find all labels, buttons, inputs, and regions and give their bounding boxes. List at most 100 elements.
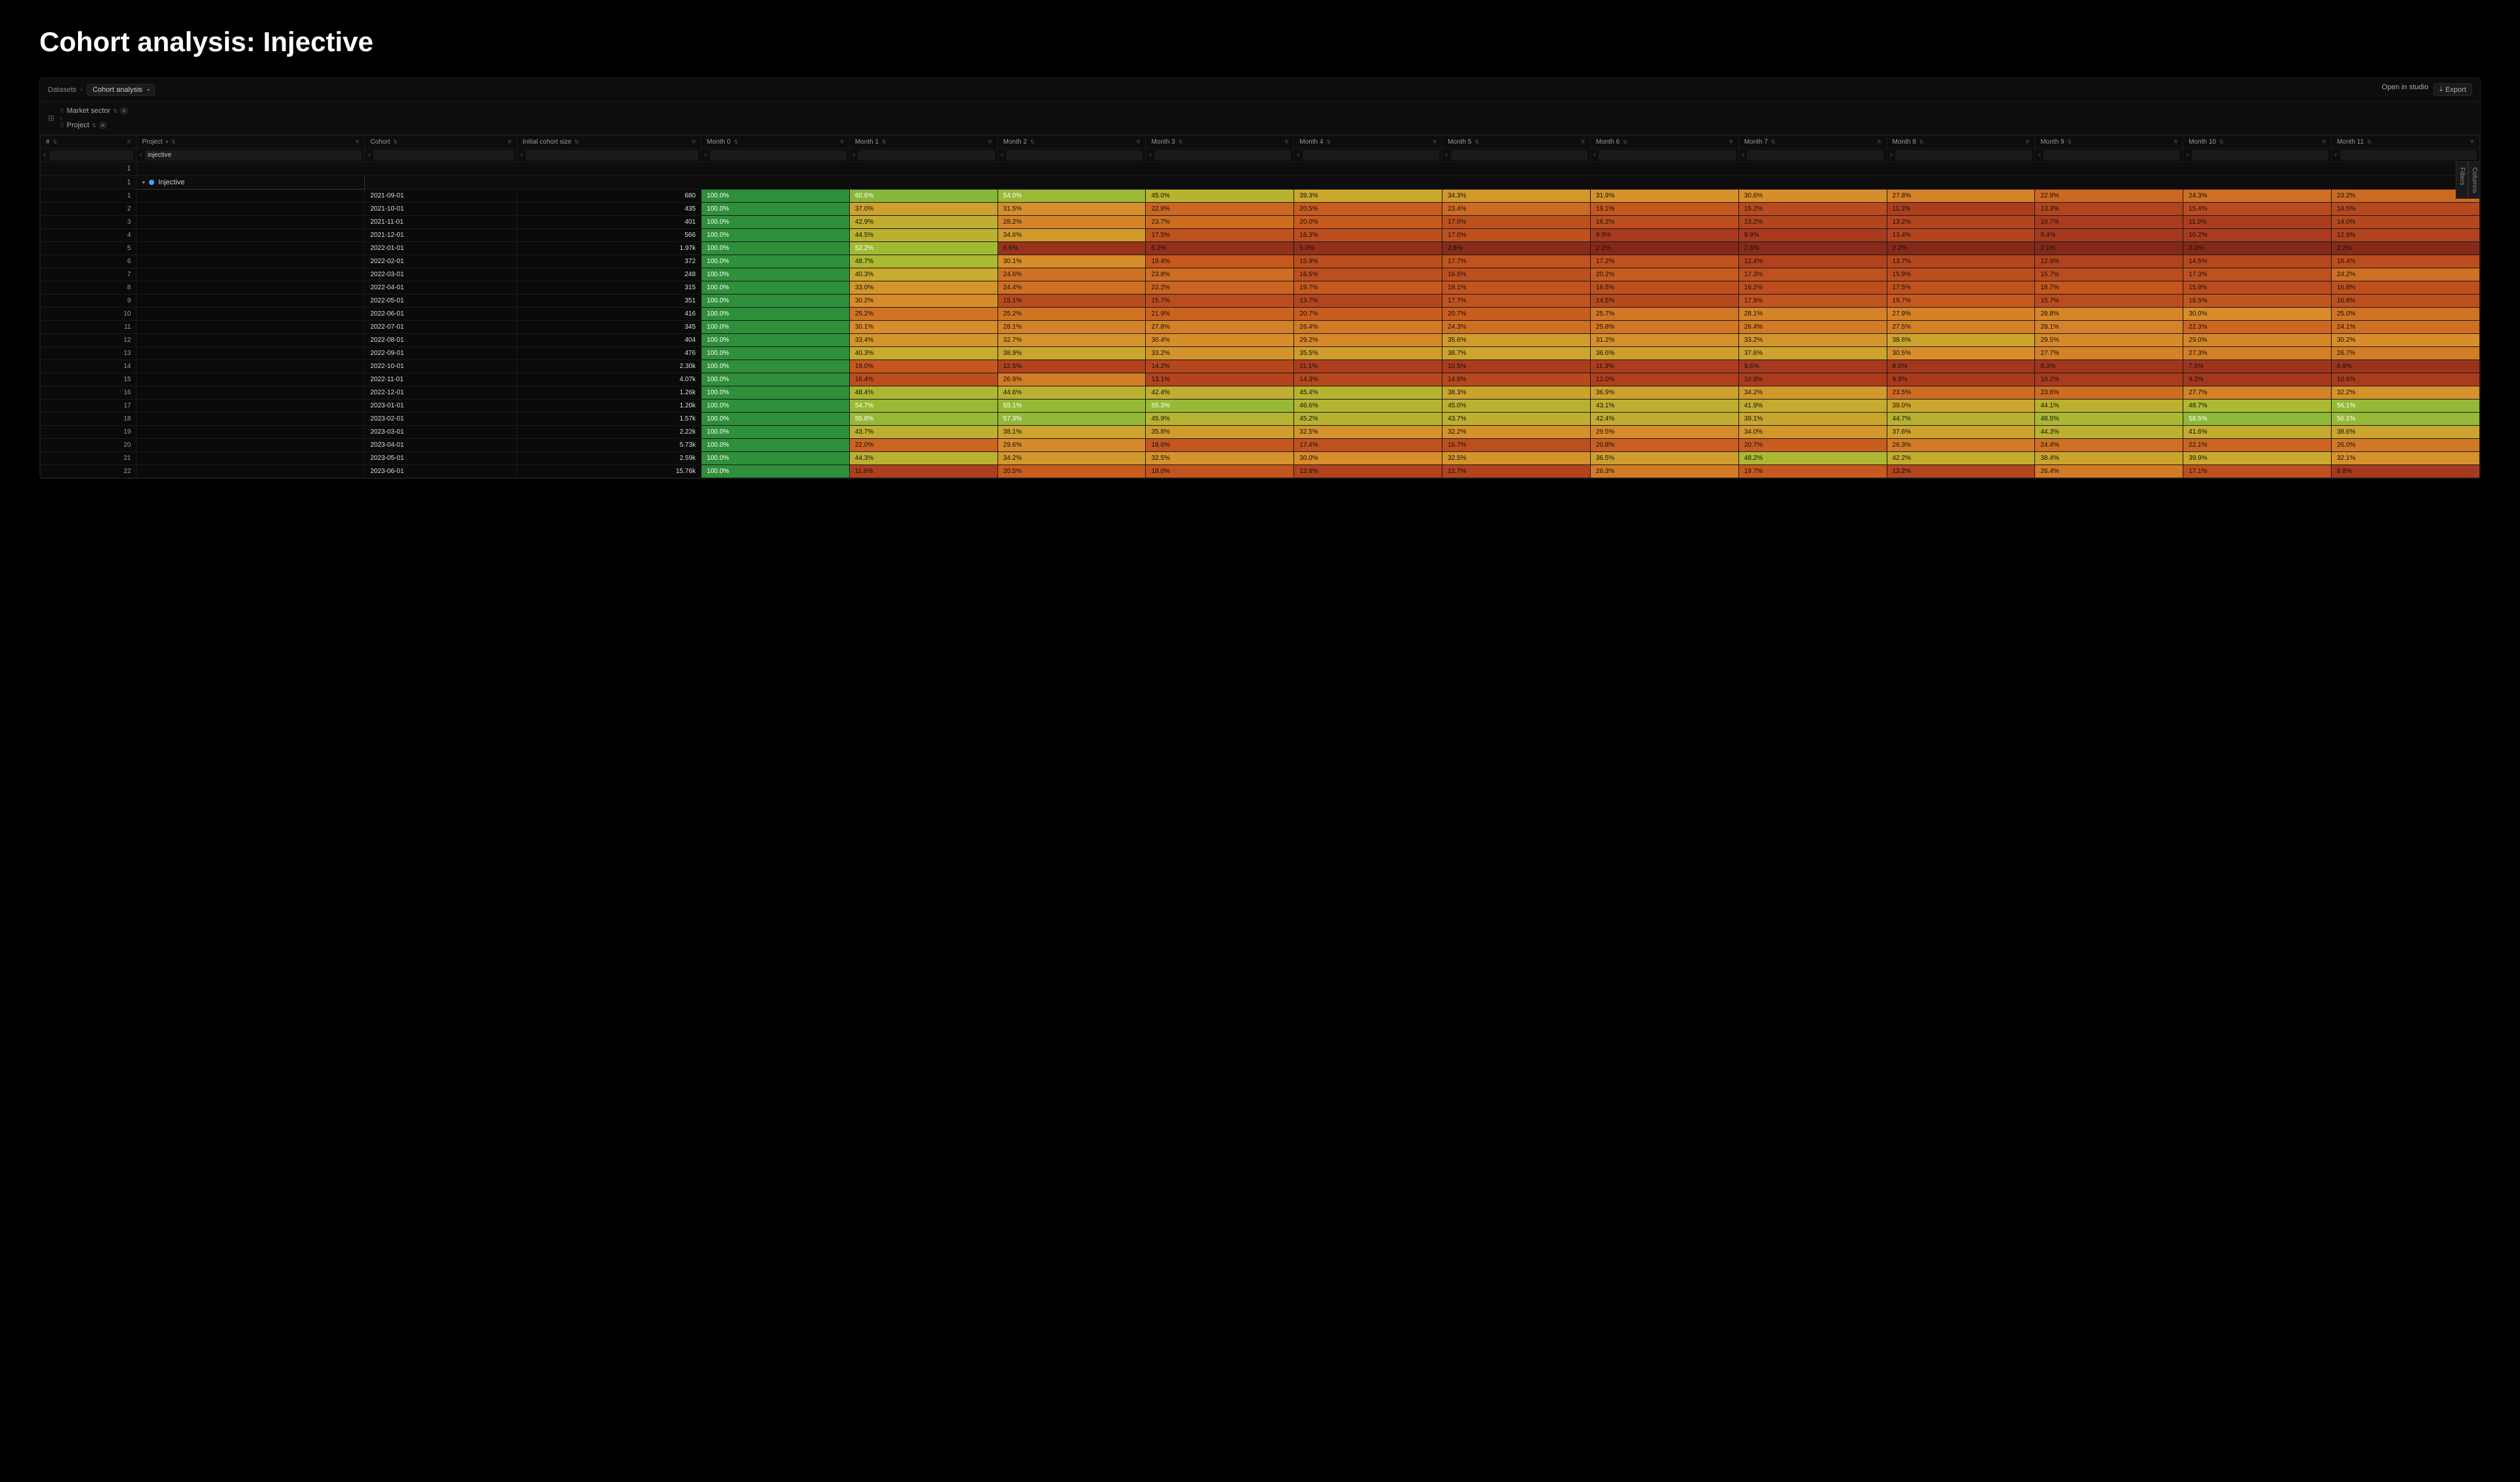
column-menu-icon[interactable]: ≡ <box>2322 138 2326 146</box>
sort-icon[interactable]: ⇅ <box>1326 139 1331 145</box>
group-cell[interactable]: ▾Injective <box>136 176 365 190</box>
filter-input[interactable] <box>1303 150 1439 160</box>
filter-input[interactable] <box>1895 150 2032 160</box>
filter-input[interactable] <box>1747 150 1883 160</box>
grouping-chip[interactable]: ⠿Project⇅× <box>60 121 128 129</box>
sort-icon[interactable]: ⇅ <box>1178 139 1183 145</box>
filter-cell[interactable]: ▿ <box>849 149 998 162</box>
open-in-studio-button[interactable]: Open in studio <box>2382 83 2428 96</box>
column-header[interactable]: Month 10 ⇅≡ <box>2183 136 2332 149</box>
column-menu-icon[interactable]: ≡ <box>1878 138 1881 146</box>
column-header[interactable]: Month 1 ⇅≡ <box>849 136 998 149</box>
group-header-row[interactable]: 1▾Injective <box>41 176 2480 190</box>
chevron-down-icon[interactable]: ▾ <box>142 179 145 186</box>
column-menu-icon[interactable]: ≡ <box>127 138 131 146</box>
column-header[interactable]: Month 7 ⇅≡ <box>1738 136 1887 149</box>
close-icon[interactable]: × <box>99 121 107 129</box>
column-menu-icon[interactable]: ≡ <box>356 138 360 146</box>
table-scroll[interactable]: Columns Filters # ⇅≡Project ▾ ⇅≡Cohort ⇅… <box>40 135 2480 478</box>
filter-cell[interactable]: ▿ <box>136 149 365 162</box>
close-icon[interactable]: × <box>120 107 128 115</box>
sort-icon[interactable]: ⇅ <box>171 139 176 145</box>
filter-cell[interactable]: ▿ <box>2331 149 2479 162</box>
drag-handle-icon[interactable]: ⠿ <box>60 108 64 115</box>
sort-icon[interactable]: ⇅ <box>575 139 579 145</box>
column-header[interactable]: Project ▾ ⇅≡ <box>136 136 365 149</box>
column-menu-icon[interactable]: ≡ <box>2470 138 2474 146</box>
column-header[interactable]: # ⇅≡ <box>41 136 136 149</box>
column-header[interactable]: Month 6 ⇅≡ <box>1590 136 1738 149</box>
filter-input[interactable] <box>710 150 847 160</box>
filter-input[interactable] <box>1451 150 1587 160</box>
filter-input[interactable] <box>2192 150 2328 160</box>
filter-input[interactable] <box>2340 150 2477 160</box>
layout-icon[interactable]: ⊞ <box>48 113 54 123</box>
sort-icon[interactable]: ⇅ <box>2219 139 2224 145</box>
column-menu-icon[interactable]: ≡ <box>692 138 696 146</box>
filter-input[interactable] <box>49 150 134 160</box>
columns-tab[interactable]: Columns <box>2468 161 2480 199</box>
sort-icon[interactable]: ⇅ <box>393 139 398 145</box>
filter-cell[interactable]: ▿ <box>702 149 850 162</box>
column-menu-icon[interactable]: ≡ <box>1433 138 1437 146</box>
column-header[interactable]: Initial cohort size ⇅≡ <box>517 136 702 149</box>
column-menu-icon[interactable]: ≡ <box>2026 138 2030 146</box>
column-header[interactable]: Month 4 ⇅≡ <box>1294 136 1442 149</box>
column-menu-icon[interactable]: ≡ <box>1137 138 1141 146</box>
column-header[interactable]: Month 0 ⇅≡ <box>702 136 850 149</box>
filter-cell[interactable]: ▿ <box>2183 149 2332 162</box>
column-header[interactable]: Month 5 ⇅≡ <box>1442 136 1591 149</box>
filter-input[interactable] <box>2044 150 2180 160</box>
column-menu-icon[interactable]: ≡ <box>988 138 992 146</box>
sort-icon[interactable]: ⇅ <box>1771 139 1776 145</box>
column-menu-icon[interactable]: ≡ <box>840 138 844 146</box>
drag-handle-icon[interactable]: ⠿ <box>60 122 64 129</box>
filter-cell[interactable]: ▿ <box>2035 149 2183 162</box>
filter-input[interactable] <box>526 150 698 160</box>
column-menu-icon[interactable]: ≡ <box>2174 138 2177 146</box>
filter-input[interactable] <box>1154 150 1291 160</box>
filter-cell[interactable]: ▿ <box>1738 149 1887 162</box>
sort-icon[interactable]: ⇅ <box>1475 139 1479 145</box>
column-header[interactable]: Month 2 ⇅≡ <box>998 136 1146 149</box>
sort-icon[interactable]: ⇅ <box>52 139 57 145</box>
breadcrumb-root[interactable]: Datasets <box>48 86 76 94</box>
filter-cell[interactable]: ▿ <box>1146 149 1294 162</box>
column-header[interactable]: Cohort ⇅≡ <box>365 136 517 149</box>
export-button[interactable]: ⤓ Export <box>2433 83 2472 96</box>
filter-cell[interactable]: ▿ <box>365 149 517 162</box>
sort-icon[interactable]: ⇅ <box>882 139 887 145</box>
filter-input[interactable] <box>145 150 362 160</box>
filter-input[interactable] <box>858 150 994 160</box>
column-header[interactable]: Month 9 ⇅≡ <box>2035 136 2183 149</box>
filter-icon[interactable]: ▾ <box>165 139 168 145</box>
sort-icon[interactable]: ⇅ <box>1919 139 1923 145</box>
grouping-chip[interactable]: ⠿Market sector⇅× <box>60 107 128 115</box>
filter-cell[interactable]: ▿ <box>1887 149 2035 162</box>
filter-input[interactable] <box>1599 150 1735 160</box>
sort-icon[interactable]: ⇅ <box>113 108 117 114</box>
column-menu-icon[interactable]: ≡ <box>1729 138 1733 146</box>
filter-cell[interactable]: ▿ <box>1294 149 1442 162</box>
column-menu-icon[interactable]: ≡ <box>1284 138 1288 146</box>
filter-cell[interactable]: ▿ <box>998 149 1146 162</box>
sort-icon[interactable]: ⇅ <box>734 139 738 145</box>
column-header[interactable]: Month 8 ⇅≡ <box>1887 136 2035 149</box>
sort-icon[interactable]: ⇅ <box>1623 139 1628 145</box>
sort-icon[interactable]: ⇅ <box>2067 139 2072 145</box>
sort-icon[interactable]: ⇅ <box>2367 139 2372 145</box>
filter-input[interactable] <box>373 150 514 160</box>
sort-icon[interactable]: ⇅ <box>92 123 96 129</box>
filter-cell[interactable]: ▿ <box>517 149 702 162</box>
filter-cell[interactable]: ▿ <box>1590 149 1738 162</box>
breadcrumb-selector[interactable]: Cohort analysis <box>87 84 155 96</box>
column-header[interactable]: Month 3 ⇅≡ <box>1146 136 1294 149</box>
sort-icon[interactable]: ⇅ <box>1030 139 1035 145</box>
filter-cell[interactable]: ▿ <box>41 149 136 162</box>
column-header[interactable]: Month 11 ⇅≡ <box>2331 136 2479 149</box>
filters-tab[interactable]: Filters <box>2456 161 2468 199</box>
column-menu-icon[interactable]: ≡ <box>1581 138 1585 146</box>
filter-cell[interactable]: ▿ <box>1442 149 1591 162</box>
filter-input[interactable] <box>1006 150 1143 160</box>
column-menu-icon[interactable]: ≡ <box>507 138 511 146</box>
